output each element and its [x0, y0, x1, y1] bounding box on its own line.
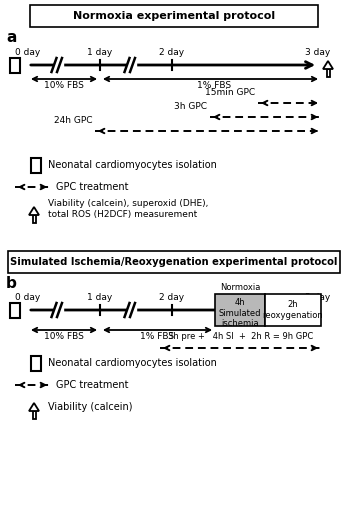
Text: 10% FBS: 10% FBS: [44, 332, 84, 341]
Polygon shape: [33, 411, 35, 419]
Bar: [8, 251, 340, 273]
Text: 15min GPC: 15min GPC: [205, 88, 255, 97]
Text: b: b: [6, 277, 17, 292]
Polygon shape: [33, 215, 35, 223]
Polygon shape: [310, 306, 320, 314]
Text: GPC treatment: GPC treatment: [56, 380, 128, 390]
Bar: [31, 157, 41, 172]
Polygon shape: [327, 69, 329, 77]
Bar: [31, 356, 41, 370]
Text: 1% FBS: 1% FBS: [140, 332, 175, 341]
Text: 2 day: 2 day: [160, 293, 184, 302]
Bar: [10, 302, 20, 317]
Text: 3h GPC: 3h GPC: [174, 102, 207, 111]
Text: 0 day: 0 day: [15, 48, 41, 57]
Polygon shape: [314, 314, 316, 321]
Text: a: a: [6, 30, 16, 45]
Text: GPC treatment: GPC treatment: [56, 182, 128, 192]
Text: 1 day: 1 day: [88, 48, 113, 57]
Bar: [215, 294, 265, 326]
Text: 4h
Simulated
ischemia: 4h Simulated ischemia: [219, 298, 261, 328]
Bar: [265, 294, 321, 326]
Text: Simulated Ischemia/Reoxygenation experimental protocol: Simulated Ischemia/Reoxygenation experim…: [10, 257, 338, 267]
Polygon shape: [29, 207, 39, 215]
Text: 3 day: 3 day: [305, 48, 331, 57]
Text: 24h GPC: 24h GPC: [54, 116, 92, 125]
Text: 10% FBS: 10% FBS: [44, 81, 84, 90]
Text: 2h
reoxygenation: 2h reoxygenation: [262, 300, 323, 320]
Bar: [10, 57, 20, 73]
Polygon shape: [29, 403, 39, 411]
Text: Viability (calcein), superoxid (DHE),
total ROS (H2DCF) measurement: Viability (calcein), superoxid (DHE), to…: [48, 199, 208, 219]
Text: 2 day: 2 day: [160, 48, 184, 57]
Text: 3 day: 3 day: [305, 293, 331, 302]
Text: Neonatal cardiomyocytes isolation: Neonatal cardiomyocytes isolation: [48, 358, 217, 368]
Text: 1% FBS: 1% FBS: [197, 81, 231, 90]
Bar: [30, 5, 318, 27]
Text: Viability (calcein): Viability (calcein): [48, 402, 133, 412]
Text: 1 day: 1 day: [88, 293, 113, 302]
Text: Neonatal cardiomyocytes isolation: Neonatal cardiomyocytes isolation: [48, 160, 217, 170]
Text: Normoxia experimental protocol: Normoxia experimental protocol: [73, 11, 275, 21]
Text: Normoxia: Normoxia: [220, 283, 260, 292]
Polygon shape: [323, 61, 333, 69]
Text: 0 day: 0 day: [15, 293, 41, 302]
Text: 3h pre +   4h SI  +  2h R = 9h GPC: 3h pre + 4h SI + 2h R = 9h GPC: [168, 332, 313, 341]
